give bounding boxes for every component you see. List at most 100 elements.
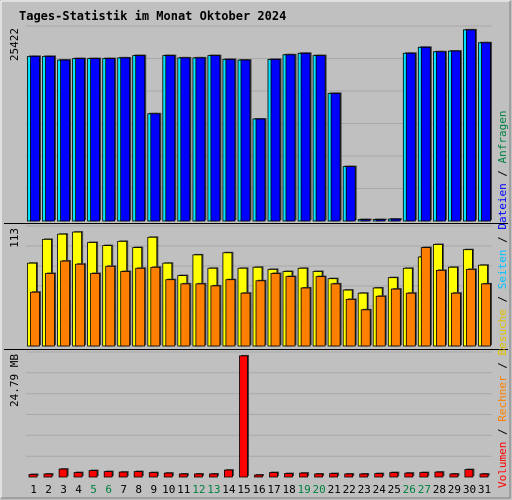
bar-volumen-day-15	[239, 355, 248, 478]
x-tick-label-day-12: 12	[192, 483, 205, 496]
bar-rechner-day-30	[465, 268, 476, 347]
bar-rechner-day-13	[210, 285, 221, 347]
x-tick-label-day-17: 17	[267, 483, 280, 496]
bar-volumen-day-14	[223, 469, 233, 478]
bar-dateien-day-10	[165, 55, 176, 222]
bar-dateien-day-22	[345, 166, 356, 222]
bar-dateien-day-2	[45, 56, 55, 222]
bar-rechner-day-1	[30, 291, 40, 347]
bar-dateien-day-30	[465, 29, 476, 222]
bar-volumen-day-21	[329, 473, 339, 478]
bar-volumen-day-30	[464, 469, 474, 478]
legend-separator: /	[496, 422, 509, 442]
x-tick-label-day-1: 1	[30, 483, 37, 496]
x-tick-label-day-4: 4	[75, 483, 82, 496]
bar-rechner-day-20	[315, 276, 326, 347]
chart-panels: 25422 113 24.79 MB	[4, 25, 508, 478]
x-tick-label-day-5: 5	[90, 483, 97, 496]
bar-volumen-day-11	[178, 473, 188, 478]
bar-volumen-day-25	[389, 472, 399, 478]
x-tick-label-day-29: 29	[448, 483, 461, 496]
bar-rechner-day-22	[345, 298, 356, 347]
bar-volumen-day-23	[359, 473, 369, 478]
x-tick-label-day-14: 14	[222, 483, 236, 496]
x-tick-label-day-21: 21	[328, 483, 341, 496]
bar-volumen-day-27	[419, 472, 429, 478]
bar-volumen-day-10	[163, 472, 173, 478]
bar-dateien-day-25	[390, 218, 401, 222]
x-tick-label-day-10: 10	[162, 483, 175, 496]
bar-dateien-day-21	[330, 93, 341, 222]
bar-dateien-day-20	[315, 55, 326, 222]
x-tick-label-day-28: 28	[433, 483, 446, 496]
bar-rechner-day-10	[165, 279, 176, 347]
bar-dateien-day-24	[375, 219, 386, 222]
bar-rechner-day-8	[135, 267, 146, 347]
bar-rechner-day-28	[435, 269, 446, 347]
bar-dateien-day-16	[255, 118, 266, 222]
bar-dateien-day-13	[210, 55, 221, 222]
chart-title: Tages-Statistik im Monat Oktober 2024	[19, 9, 286, 23]
legend-text: Volumen / Rechner / Besuche / Seiten / D…	[496, 110, 509, 488]
panel-volume: 24.79 MB	[4, 349, 508, 478]
bar-rechner-day-25	[390, 288, 401, 347]
bar-dateien-day-14	[225, 59, 236, 222]
bar-rechner-day-2	[45, 273, 55, 347]
bar-rechner-day-6	[105, 265, 116, 347]
bar-dateien-day-3	[60, 59, 70, 222]
bar-dateien-day-12	[195, 57, 206, 222]
bar-volumen-day-3	[58, 468, 68, 478]
bar-rechner-day-19	[300, 287, 311, 347]
x-tick-label-day-2: 2	[45, 483, 52, 496]
bar-rechner-day-12	[195, 283, 206, 347]
bar-rechner-day-17	[270, 273, 281, 347]
bar-volumen-day-20	[314, 473, 324, 478]
bar-dateien-day-7	[120, 57, 131, 222]
x-tick-label-day-25: 25	[388, 483, 401, 496]
bar-volumen-day-9	[148, 472, 158, 478]
bar-volumen-day-7	[118, 471, 128, 478]
bar-volumen-day-17	[269, 472, 278, 478]
bar-volumen-day-4	[73, 472, 83, 478]
bar-volumen-day-6	[103, 471, 113, 478]
x-tick-label-day-16: 16	[252, 483, 265, 496]
bar-rechner-day-3	[60, 260, 70, 347]
y-axis-max-label: 113	[8, 228, 21, 248]
bar-volumen-day-28	[434, 471, 444, 478]
bar-volumen-day-18	[284, 473, 293, 478]
bar-dateien-day-4	[75, 58, 85, 222]
bar-dateien-day-17	[270, 59, 281, 222]
legend-separator: /	[496, 230, 509, 250]
legend-separator: /	[496, 289, 509, 309]
y-axis-max-label: 24.79 MB	[8, 354, 21, 407]
y-axis-max-label: 25422	[8, 28, 21, 61]
x-tick-label-day-31: 31	[478, 483, 491, 496]
bar-rechner-day-7	[120, 271, 131, 347]
x-tick-label-day-11: 11	[177, 483, 190, 496]
bar-volumen-day-8	[133, 471, 143, 478]
bar-rechner-day-27	[420, 247, 431, 347]
x-tick-label-day-26: 26	[403, 483, 416, 496]
x-tick-label-day-3: 3	[60, 483, 67, 496]
bar-volumen-day-24	[374, 473, 384, 478]
legend-item-rechner: Rechner	[496, 375, 509, 422]
bar-volumen-day-2	[43, 473, 53, 478]
bar-dateien-day-19	[300, 52, 311, 222]
x-tick-label-day-9: 9	[150, 483, 157, 496]
bar-dateien-day-6	[105, 58, 116, 222]
bar-dateien-day-8	[135, 55, 146, 222]
x-tick-label-day-27: 27	[418, 483, 431, 496]
bar-rechner-day-16	[255, 280, 266, 347]
bar-volumen-day-19	[299, 472, 309, 478]
legend-separator: /	[496, 356, 509, 376]
bar-volumen-day-12	[193, 473, 203, 478]
bar-rechner-day-23	[360, 309, 371, 347]
bar-rechner-day-29	[450, 292, 461, 347]
legend-item-volumen: Volumen	[496, 442, 509, 488]
legend-item-dateien: Dateien	[496, 183, 509, 229]
x-tick-label-day-22: 22	[343, 483, 356, 496]
legend-separator: /	[496, 163, 509, 183]
x-tick-label-day-30: 30	[463, 483, 476, 496]
panel-visits: 113	[4, 223, 508, 347]
